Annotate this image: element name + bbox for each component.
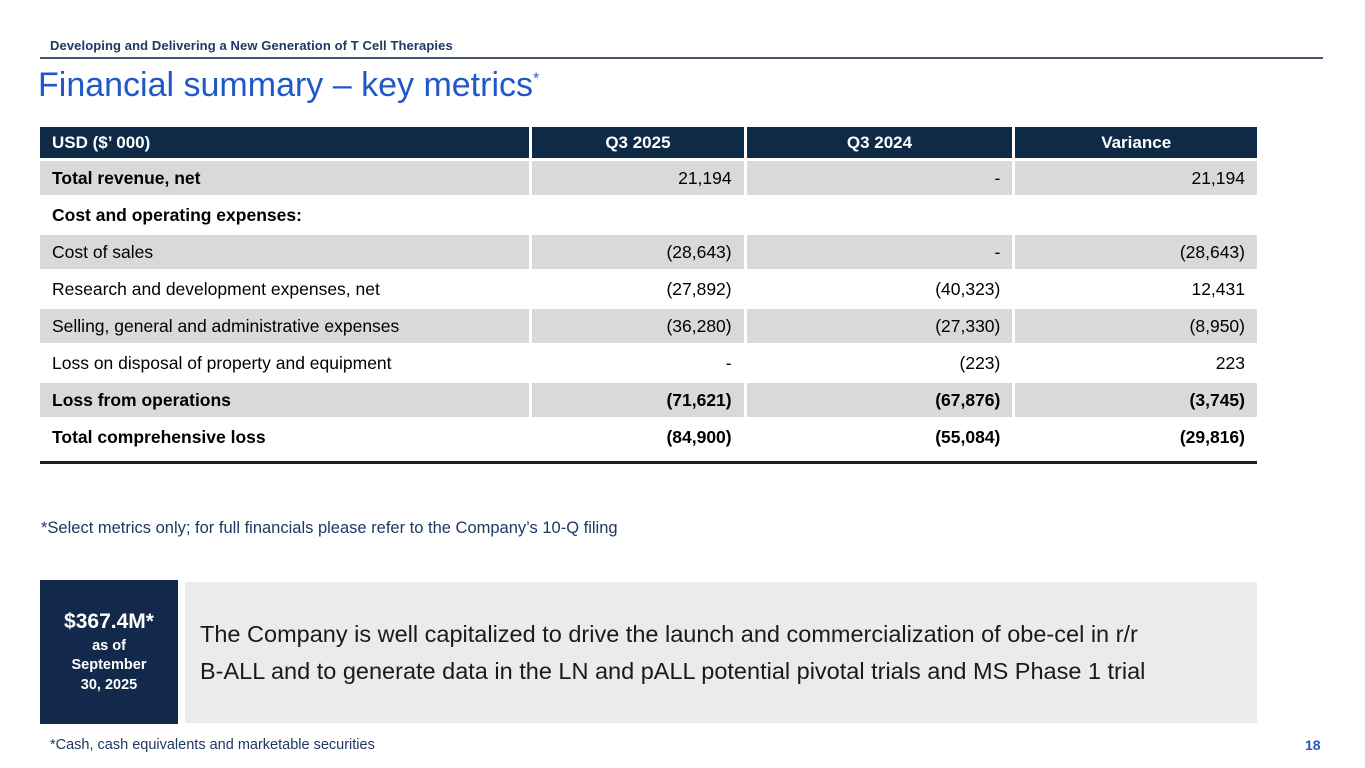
cell-q3-2024: - [746,161,1013,195]
capitalization-message-line-2: B-ALL and to generate data in the LN and… [200,657,1146,684]
cell-variance: 21,194 [1015,161,1257,195]
cell-q3-2024: (27,330) [746,309,1013,343]
row-label: Cost and operating expenses: [40,198,530,232]
cash-amount: $367.4M* [64,610,154,634]
cell-variance: 223 [1015,346,1257,380]
table-row-total-comprehensive-loss: Total comprehensive loss (84,900) (55,08… [40,420,1257,454]
table-bottom-divider [40,461,1257,464]
cell-q3-2025: (36,280) [532,309,744,343]
cell-variance: (29,816) [1015,420,1257,454]
cash-asof-line-3: 30, 2025 [80,676,138,693]
financial-table: USD ($’ 000) Q3 2025 Q3 2024 Variance To… [40,127,1257,454]
cell-q3-2024: (40,323) [746,272,1013,306]
cash-footnote: *Cash, cash equivalents and marketable s… [50,737,375,753]
cell-q3-2025: (84,900) [532,420,744,454]
cash-asof-line-2: September [71,657,147,674]
column-header-q3-2025: Q3 2025 [532,127,744,158]
cell-variance [1015,198,1257,232]
metrics-footnote: *Select metrics only; for full financial… [41,519,618,537]
cell-q3-2025: (27,892) [532,272,744,306]
cell-q3-2024: (67,876) [746,383,1013,417]
header-divider [40,57,1323,59]
table-row-cost-of-sales: Cost of sales (28,643) - (28,643) [40,235,1257,269]
page-title: Financial summary – key metrics* [38,66,539,105]
cell-q3-2024: (223) [746,346,1013,380]
page-title-text: Financial summary – key metrics [38,66,534,104]
cell-q3-2025: (28,643) [532,235,744,269]
table-row-sga-expenses: Selling, general and administrative expe… [40,309,1257,343]
row-label: Loss from operations [40,383,530,417]
column-header-q3-2024: Q3 2024 [746,127,1013,158]
page-number: 18 [1305,737,1321,753]
table-row-total-revenue: Total revenue, net 21,194 - 21,194 [40,161,1257,195]
column-header-variance: Variance [1015,127,1257,158]
table-row-loss-on-disposal: Loss on disposal of property and equipme… [40,346,1257,380]
row-label: Selling, general and administrative expe… [40,309,530,343]
cell-variance: (8,950) [1015,309,1257,343]
cell-q3-2024: - [746,235,1013,269]
table-header-row: USD ($’ 000) Q3 2025 Q3 2024 Variance [40,127,1257,158]
cell-q3-2025: (71,621) [532,383,744,417]
row-label: Research and development expenses, net [40,272,530,306]
cell-q3-2025 [532,198,744,232]
cell-variance: (28,643) [1015,235,1257,269]
cell-q3-2025: 21,194 [532,161,744,195]
cell-q3-2025: - [532,346,744,380]
title-asterisk: * [533,70,540,88]
row-label: Cost of sales [40,235,530,269]
eyebrow-text: Developing and Delivering a New Generati… [50,38,453,53]
cell-q3-2024: (55,084) [746,420,1013,454]
cash-asof-line-1: as of [92,637,126,654]
column-header-usd: USD ($’ 000) [40,127,530,158]
cell-variance: (3,745) [1015,383,1257,417]
row-label: Loss on disposal of property and equipme… [40,346,530,380]
table-row-cost-operating-header: Cost and operating expenses: [40,198,1257,232]
table-row-loss-from-operations: Loss from operations (71,621) (67,876) (… [40,383,1257,417]
capitalization-message-box: The Company is well capitalized to drive… [185,582,1257,723]
row-label: Total comprehensive loss [40,420,530,454]
row-label: Total revenue, net [40,161,530,195]
capitalization-message-line-1: The Company is well capitalized to drive… [200,621,1138,648]
cell-q3-2024 [746,198,1013,232]
cash-amount-box: $367.4M* as of September 30, 2025 [40,580,178,724]
cell-variance: 12,431 [1015,272,1257,306]
table-row-rd-expenses: Research and development expenses, net (… [40,272,1257,306]
